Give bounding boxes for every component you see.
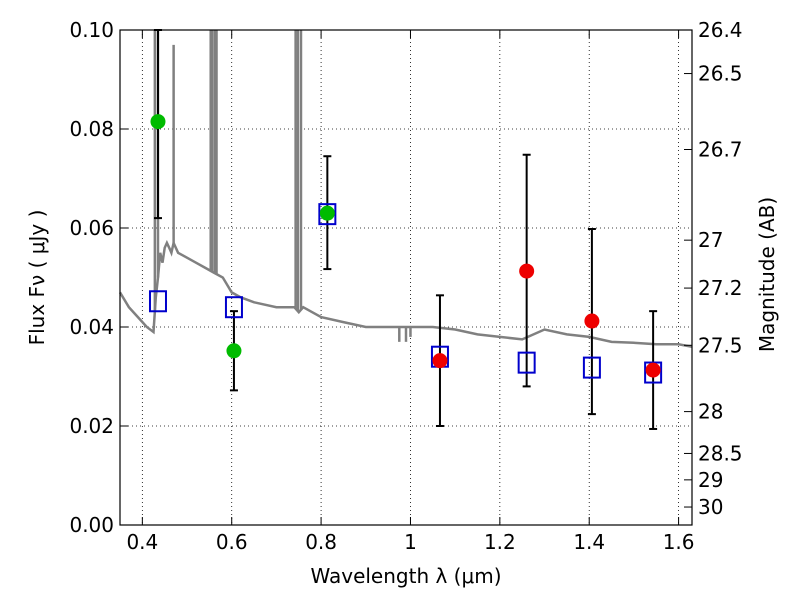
x-axis-label: Wavelength λ (μm) <box>310 564 501 588</box>
observed-flux-point <box>645 362 661 378</box>
x-tick-label: 1.4 <box>573 530 605 554</box>
axis-ticks: 0.4 0.6 0.8 1 1.2 1.4 1.6 0.00 0.02 0.04 0.06 0.08 0… <box>69 18 742 554</box>
x-tick-label: 0.6 <box>216 530 248 554</box>
model-flux-square <box>582 356 601 379</box>
y-tick-label: 0.08 <box>69 117 114 141</box>
model-flux-square <box>517 351 536 374</box>
model-spectrum-layer <box>118 30 693 349</box>
y-tick-label: 0.10 <box>69 18 114 42</box>
model-flux-square <box>148 290 167 313</box>
y2-tick-label: 27.5 <box>698 333 743 357</box>
observed-flux-point <box>519 263 535 279</box>
y2-axis-label: Magnitude (AB) <box>755 197 779 352</box>
y2-tick-label: 26.7 <box>698 138 743 162</box>
x-tick-label: 1 <box>404 530 417 554</box>
x-tick-label: 0.4 <box>126 530 158 554</box>
y-axis-label: Flux Fν ( μJy ) <box>25 210 49 346</box>
y-tick-label: 0.00 <box>69 513 114 537</box>
model-spectrum-line <box>118 238 693 349</box>
observed-flux-point <box>584 313 600 329</box>
y2-tick-label: 26.5 <box>698 62 743 86</box>
y2-tick-label: 28.5 <box>698 441 743 465</box>
model-flux-square <box>644 361 663 384</box>
y2-tick-label: 30 <box>698 495 723 519</box>
y2-tick-label: 27.2 <box>698 276 743 300</box>
x-tick-label: 0.8 <box>305 530 337 554</box>
observed-flux-point <box>432 353 448 369</box>
y-tick-label: 0.04 <box>69 315 114 339</box>
y2-tick-label: 28 <box>698 400 723 424</box>
model-flux-square <box>318 203 337 226</box>
x-tick-label: 1.6 <box>663 530 695 554</box>
observed-flux-point <box>319 205 335 221</box>
data-markers-layer <box>148 29 663 430</box>
observed-flux-point <box>226 343 242 359</box>
y-tick-label: 0.06 <box>69 216 114 240</box>
observed-flux-point <box>150 114 166 130</box>
y2-tick-label: 26.4 <box>698 18 743 42</box>
y2-tick-label: 29 <box>698 468 723 492</box>
plot-frame <box>119 29 693 526</box>
y2-tick-label: 27 <box>698 228 723 252</box>
model-flux-square <box>224 296 243 319</box>
x-tick-label: 1.2 <box>484 530 516 554</box>
grid-lines <box>120 29 692 526</box>
y-tick-label: 0.02 <box>69 414 114 438</box>
